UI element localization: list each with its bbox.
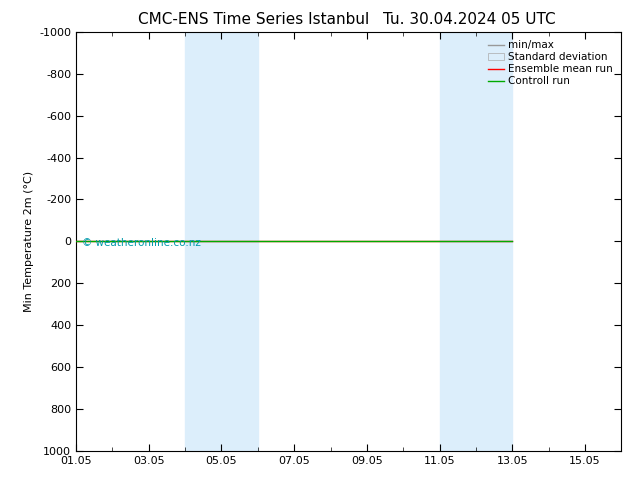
- Bar: [439, 32, 512, 451]
- Bar: [185, 32, 258, 451]
- Text: Tu. 30.04.2024 05 UTC: Tu. 30.04.2024 05 UTC: [383, 12, 555, 27]
- Text: © weatheronline.co.nz: © weatheronline.co.nz: [82, 239, 200, 248]
- Text: CMC-ENS Time Series Istanbul: CMC-ENS Time Series Istanbul: [138, 12, 369, 27]
- Y-axis label: Min Temperature 2m (°C): Min Temperature 2m (°C): [23, 171, 34, 312]
- Legend: min/max, Standard deviation, Ensemble mean run, Controll run: min/max, Standard deviation, Ensemble me…: [485, 37, 616, 90]
